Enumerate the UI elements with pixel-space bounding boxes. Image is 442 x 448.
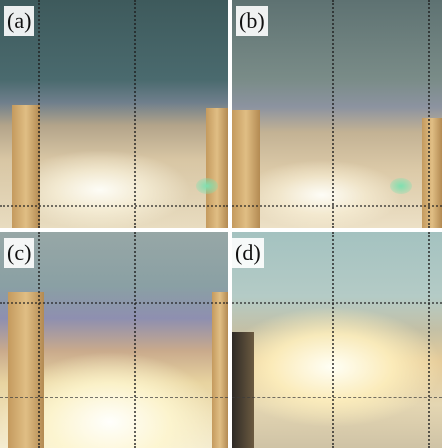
holder-strip	[422, 118, 442, 228]
grid-dots	[38, 0, 40, 228]
grid-dots	[232, 302, 442, 304]
green-glow	[196, 178, 218, 194]
grid-dots	[332, 0, 334, 228]
green-glow	[390, 178, 412, 194]
grid-dots	[232, 205, 442, 207]
grid-dots	[134, 0, 136, 228]
panel-label: (a)	[4, 6, 34, 36]
photo-panel: (b)	[232, 0, 442, 228]
panel-label: (b)	[236, 6, 268, 36]
grid-dots	[0, 205, 228, 207]
holder-strip	[12, 105, 40, 228]
reference-line	[0, 397, 228, 398]
grid-dots	[134, 232, 136, 448]
grid-dots	[428, 0, 430, 228]
grid-dots	[428, 232, 430, 448]
photo-panel: (d)	[232, 232, 442, 448]
photo-panel: (a)	[0, 0, 228, 228]
panel-label: (d)	[232, 238, 264, 268]
panel-label: (c)	[4, 238, 34, 268]
photo-panel: (c)	[0, 232, 228, 448]
figure: (a) (b) (c) (d)	[0, 0, 442, 448]
grid-dots	[38, 232, 40, 448]
holder-strip	[212, 292, 228, 448]
grid-dots	[0, 302, 228, 304]
holder-strip	[232, 332, 254, 448]
grid-dots	[332, 232, 334, 448]
reference-line	[232, 397, 442, 398]
holder-strip	[232, 110, 260, 228]
holder-strip	[206, 108, 228, 228]
